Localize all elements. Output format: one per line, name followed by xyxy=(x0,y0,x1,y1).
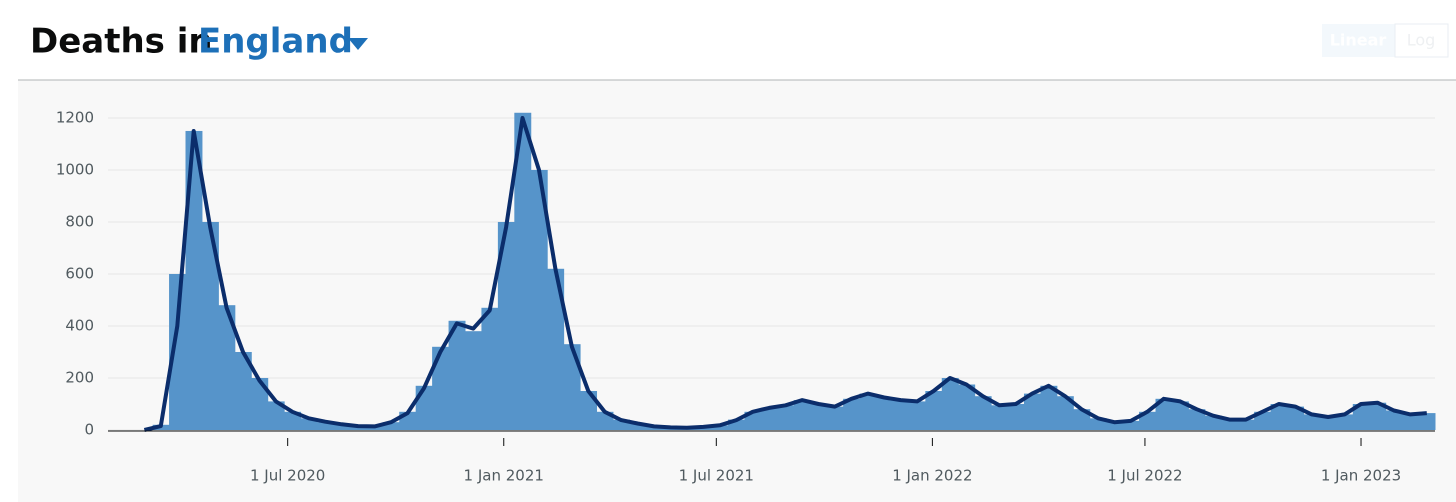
y-tick-label: 400 xyxy=(65,316,94,334)
bar xyxy=(941,377,959,430)
bar xyxy=(1155,398,1173,430)
bar xyxy=(333,424,351,430)
bar xyxy=(251,377,269,430)
y-tick-label: 1200 xyxy=(56,108,94,126)
bar xyxy=(1254,411,1272,430)
bar xyxy=(1336,414,1354,430)
bar xyxy=(744,411,762,430)
bar xyxy=(1418,413,1436,430)
x-tick-label: 1 Jan 2022 xyxy=(892,467,972,485)
bar xyxy=(711,425,729,430)
y-tick-label: 200 xyxy=(65,368,94,386)
bar xyxy=(925,390,943,430)
x-tick-label: 1 Jan 2021 xyxy=(464,467,544,485)
plot-background xyxy=(18,80,1456,502)
bar xyxy=(1007,403,1025,430)
bar xyxy=(1188,409,1206,430)
bar xyxy=(580,390,598,430)
y-tick-label: 1000 xyxy=(56,160,94,178)
bar xyxy=(1171,401,1189,430)
bar xyxy=(760,407,778,430)
average-line xyxy=(143,116,1427,432)
bar xyxy=(1303,414,1321,430)
dropdown-arrow[interactable] xyxy=(348,38,368,50)
bar xyxy=(629,423,647,430)
bar xyxy=(218,305,236,430)
bar xyxy=(974,396,992,430)
bar xyxy=(596,411,614,430)
bar xyxy=(1106,422,1124,430)
bar xyxy=(201,221,219,430)
bar xyxy=(1319,416,1337,430)
bar xyxy=(1352,403,1370,430)
bar xyxy=(892,400,910,430)
bar xyxy=(415,385,433,430)
bar xyxy=(876,397,893,430)
bar xyxy=(300,418,318,430)
bar xyxy=(810,403,828,430)
bar xyxy=(234,351,252,430)
bar xyxy=(448,320,466,430)
bar xyxy=(1122,420,1140,430)
bar xyxy=(185,130,203,430)
log-label[interactable]: Log xyxy=(1407,31,1436,50)
bar xyxy=(267,401,285,430)
x-tick-label: 1 Jul 2020 xyxy=(250,467,325,485)
bar xyxy=(382,422,400,430)
bar xyxy=(464,331,482,430)
linear-button[interactable] xyxy=(1322,24,1395,57)
linear-label[interactable]: Linear xyxy=(1330,31,1387,50)
bar xyxy=(1369,402,1387,430)
bar xyxy=(1056,396,1074,430)
bar xyxy=(284,411,302,430)
bar xyxy=(1402,414,1420,430)
bar xyxy=(1221,419,1239,430)
y-tick-label: 600 xyxy=(65,264,94,282)
bar xyxy=(1023,393,1041,430)
bar xyxy=(859,393,877,430)
bar xyxy=(547,268,565,430)
area-selector[interactable]: England xyxy=(198,22,353,62)
bar xyxy=(1237,419,1255,430)
log-button[interactable] xyxy=(1394,23,1449,58)
bar xyxy=(908,401,926,430)
bar xyxy=(1287,406,1304,430)
bar xyxy=(530,169,548,430)
bar xyxy=(728,419,745,430)
bar xyxy=(826,406,844,430)
x-tick-label: 1 Jul 2021 xyxy=(679,467,754,485)
bar xyxy=(563,344,581,430)
bar xyxy=(612,419,630,430)
bar xyxy=(793,400,811,430)
bar xyxy=(514,112,532,431)
bar xyxy=(317,422,334,430)
bar xyxy=(1270,403,1288,430)
chart-title: Deaths in xyxy=(30,22,213,62)
bar xyxy=(777,405,795,430)
bar xyxy=(1204,415,1222,430)
bar xyxy=(958,384,976,430)
bar xyxy=(1089,418,1107,430)
bar xyxy=(169,273,187,430)
y-tick-label: 800 xyxy=(65,212,94,230)
bar xyxy=(843,398,861,430)
bar xyxy=(1073,409,1091,430)
bar xyxy=(1040,385,1058,430)
bar xyxy=(432,346,450,430)
y-tick-label: 0 xyxy=(84,421,94,439)
bar xyxy=(497,221,515,430)
bar xyxy=(1385,410,1403,430)
bar xyxy=(481,307,499,430)
x-tick-label: 1 Jan 2023 xyxy=(1321,467,1401,485)
bar xyxy=(1139,411,1157,430)
bar xyxy=(991,405,1009,430)
x-tick-label: 1 Jul 2022 xyxy=(1107,467,1182,485)
